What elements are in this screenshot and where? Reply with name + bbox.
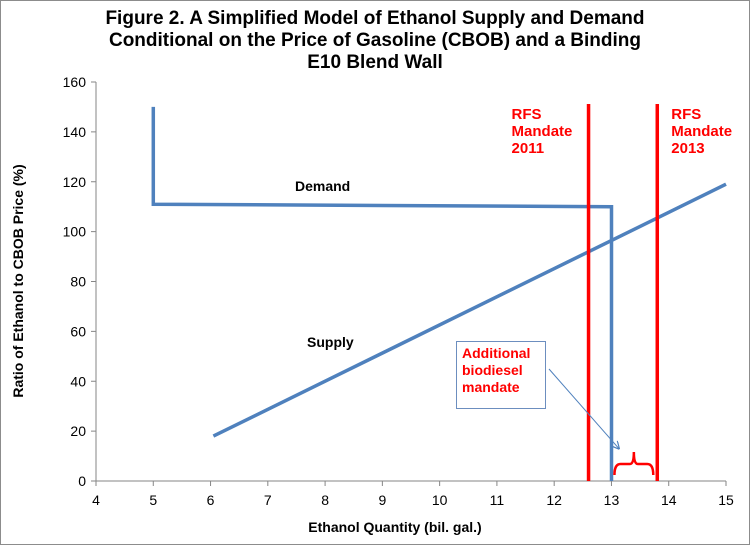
- y-tick-label: 120: [63, 174, 87, 190]
- biodiesel-callout-box: Additional biodiesel mandate: [456, 341, 546, 409]
- y-tick-label: 0: [78, 473, 86, 489]
- y-tick-label: 100: [63, 224, 87, 240]
- x-tick-label: 9: [378, 492, 386, 508]
- y-tick-label: 140: [63, 124, 87, 140]
- rfs-mandate-label-1: 2011: [512, 140, 545, 157]
- y-tick-label: 60: [70, 323, 86, 339]
- x-tick-label: 7: [264, 492, 272, 508]
- x-tick-label: 4: [92, 492, 100, 508]
- mandate-gap-brace: [613, 451, 655, 476]
- chart-title-line-2: Conditional on the Price of Gasoline (CB…: [108, 30, 641, 51]
- y-axis-label: Ratio of Ethanol to CBOB Price (%): [10, 164, 26, 398]
- demand-series-label: Demand: [295, 178, 350, 194]
- series-demand-line: [151, 106, 614, 481]
- y-tick-label: 20: [70, 423, 86, 439]
- y-tick-label: 80: [70, 274, 86, 290]
- series-supply-line: [212, 182, 727, 438]
- x-tick-label: 12: [546, 492, 562, 508]
- callout-arrow: [548, 368, 619, 449]
- callout-line-2: biodiesel: [462, 362, 523, 378]
- callout-line-1: Additional: [462, 345, 531, 361]
- supply-series-label: Supply: [307, 334, 354, 350]
- chart-title-line-1: Figure 2. A Simplified Model of Ethanol …: [105, 8, 645, 29]
- x-tick-label: 13: [604, 492, 620, 508]
- rfs-mandate-label-1: Mandate: [512, 123, 573, 140]
- x-tick-label: 5: [149, 492, 157, 508]
- x-tick-label: 6: [207, 492, 215, 508]
- x-tick-label: 10: [432, 492, 448, 508]
- y-tick-label: 40: [70, 373, 86, 389]
- x-tick-label: 14: [661, 492, 677, 508]
- chart-title: Figure 2. A Simplified Model of Ethanol …: [1, 8, 749, 74]
- x-axis-label: Ethanol Quantity (bil. gal.): [308, 519, 482, 535]
- rfs-mandate-label-2: 2013: [671, 140, 704, 157]
- x-tick-label: 15: [718, 492, 734, 508]
- rfs-mandate-label-2: Mandate: [671, 123, 732, 140]
- y-tick-label: 160: [63, 74, 87, 90]
- rfs-mandate-label-2: RFS: [671, 106, 701, 123]
- x-tick-label: 8: [321, 492, 329, 508]
- chart-title-line-3: E10 Blend Wall: [307, 52, 443, 73]
- x-tick-label: 11: [490, 492, 505, 508]
- rfs-mandate-label-1: RFS: [512, 106, 542, 123]
- callout-line-3: mandate: [462, 379, 520, 395]
